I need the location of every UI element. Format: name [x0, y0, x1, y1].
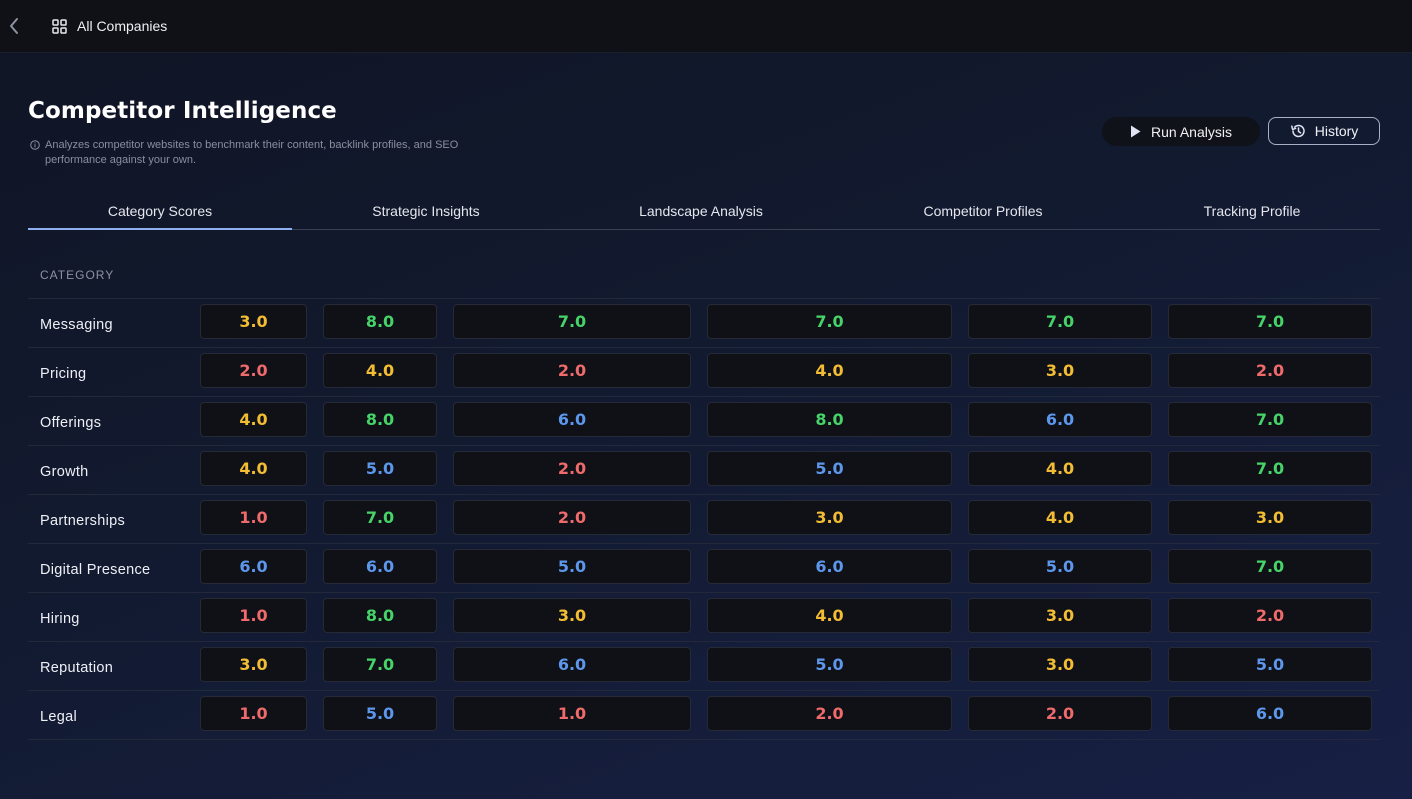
table-row: Reputation 3.0 7.0 6.0 5.0 3.0 5.0 — [28, 642, 1380, 691]
score-cell: 4.0 — [707, 598, 952, 633]
score-cell: 7.0 — [1168, 549, 1372, 584]
chevron-left-icon — [10, 18, 18, 34]
history-button[interactable]: History — [1268, 117, 1380, 145]
info-icon — [30, 140, 40, 150]
table-row: Messaging 3.0 8.0 7.0 7.0 7.0 7.0 — [28, 299, 1380, 348]
table-row: Partnerships 1.0 7.0 2.0 3.0 4.0 3.0 — [28, 495, 1380, 544]
tab-competitor-profiles[interactable]: Competitor Profiles — [923, 203, 1043, 219]
page-description: Analyzes competitor websites to benchmar… — [30, 138, 500, 168]
score-cell: 8.0 — [323, 304, 437, 339]
table-row: Digital Presence 6.0 6.0 5.0 6.0 5.0 7.0 — [28, 544, 1380, 593]
score-cell: 1.0 — [200, 696, 307, 731]
score-cell: 5.0 — [453, 549, 691, 584]
score-cell: 3.0 — [707, 500, 952, 535]
score-cell: 7.0 — [453, 304, 691, 339]
score-cell: 4.0 — [707, 353, 952, 388]
table-row: Legal 1.0 5.0 1.0 2.0 2.0 6.0 — [28, 691, 1380, 740]
score-cell: 5.0 — [707, 451, 952, 486]
score-cell: 2.0 — [453, 500, 691, 535]
category-label: Digital Presence — [40, 561, 151, 578]
score-cell: 7.0 — [323, 647, 437, 682]
score-cell: 3.0 — [1168, 500, 1372, 535]
score-cell: 5.0 — [968, 549, 1152, 584]
description-text: Analyzes competitor websites to benchmar… — [45, 139, 459, 166]
score-cell: 3.0 — [968, 353, 1152, 388]
score-cell: 2.0 — [453, 451, 691, 486]
page-title: Competitor Intelligence — [28, 98, 337, 124]
score-cell: 3.0 — [200, 304, 307, 339]
table-row: Offerings 4.0 8.0 6.0 8.0 6.0 7.0 — [28, 397, 1380, 446]
score-cell: 4.0 — [968, 500, 1152, 535]
score-cell: 3.0 — [453, 598, 691, 633]
tab-bar: Category Scores Strategic Insights Lands… — [28, 193, 1380, 230]
score-cell: 3.0 — [200, 647, 307, 682]
score-cell: 1.0 — [453, 696, 691, 731]
score-cell: 8.0 — [323, 402, 437, 437]
score-cell: 6.0 — [707, 549, 952, 584]
all-companies-label: All Companies — [77, 18, 168, 34]
score-cell: 7.0 — [707, 304, 952, 339]
tab-strategic-insights[interactable]: Strategic Insights — [372, 203, 480, 219]
category-column-header: CATEGORY — [40, 268, 115, 282]
run-analysis-button[interactable]: Run Analysis — [1102, 117, 1260, 146]
score-cell: 7.0 — [1168, 304, 1372, 339]
score-cell: 6.0 — [200, 549, 307, 584]
score-cell: 4.0 — [323, 353, 437, 388]
table-row: Pricing 2.0 4.0 2.0 4.0 3.0 2.0 — [28, 348, 1380, 397]
category-label: Growth — [40, 463, 89, 480]
score-cell: 8.0 — [707, 402, 952, 437]
score-cell: 2.0 — [1168, 598, 1372, 633]
category-label: Reputation — [40, 659, 114, 676]
score-cell: 7.0 — [1168, 451, 1372, 486]
score-cell: 4.0 — [200, 451, 307, 486]
tab-landscape-analysis[interactable]: Landscape Analysis — [639, 203, 763, 219]
score-cell: 6.0 — [323, 549, 437, 584]
score-cell: 2.0 — [1168, 353, 1372, 388]
tab-category-scores[interactable]: Category Scores — [28, 193, 292, 230]
tab-tracking-profile[interactable]: Tracking Profile — [1203, 203, 1301, 219]
score-cell: 5.0 — [1168, 647, 1372, 682]
score-cell: 7.0 — [323, 500, 437, 535]
score-cell: 3.0 — [968, 647, 1152, 682]
score-cell: 1.0 — [200, 598, 307, 633]
score-cell: 7.0 — [1168, 402, 1372, 437]
history-icon — [1290, 124, 1305, 138]
category-label: Hiring — [40, 610, 80, 627]
top-bar: All Companies — [0, 0, 1412, 53]
score-cell: 2.0 — [968, 696, 1152, 731]
score-cell: 6.0 — [968, 402, 1152, 437]
category-label: Pricing — [40, 365, 87, 382]
history-label: History — [1314, 123, 1359, 139]
score-cell: 6.0 — [453, 647, 691, 682]
score-cell: 2.0 — [200, 353, 307, 388]
score-cell: 2.0 — [707, 696, 952, 731]
score-cell: 8.0 — [323, 598, 437, 633]
all-companies-link[interactable]: All Companies — [52, 14, 167, 38]
back-button[interactable] — [4, 14, 24, 38]
score-cell: 5.0 — [323, 451, 437, 486]
play-icon — [1131, 125, 1141, 138]
score-cell: 3.0 — [968, 598, 1152, 633]
run-analysis-label: Run Analysis — [1151, 123, 1232, 140]
table-row: Growth 4.0 5.0 2.0 5.0 4.0 7.0 — [28, 446, 1380, 495]
category-label: Offerings — [40, 414, 102, 431]
score-cell: 7.0 — [968, 304, 1152, 339]
score-cell: 5.0 — [323, 696, 437, 731]
category-scores-table: Messaging 3.0 8.0 7.0 7.0 7.0 7.0 Pricing 2.0 4.0… — [28, 298, 1380, 740]
category-label: Partnerships — [40, 512, 125, 529]
grid-icon — [52, 18, 67, 34]
score-cell: 6.0 — [1168, 696, 1372, 731]
category-label: Messaging — [40, 316, 113, 333]
score-cell: 1.0 — [200, 500, 307, 535]
score-cell: 6.0 — [453, 402, 691, 437]
score-cell: 4.0 — [968, 451, 1152, 486]
table-row: Hiring 1.0 8.0 3.0 4.0 3.0 2.0 — [28, 593, 1380, 642]
category-label: Legal — [40, 708, 77, 725]
score-cell: 4.0 — [200, 402, 307, 437]
score-cell: 5.0 — [707, 647, 952, 682]
score-cell: 2.0 — [453, 353, 691, 388]
